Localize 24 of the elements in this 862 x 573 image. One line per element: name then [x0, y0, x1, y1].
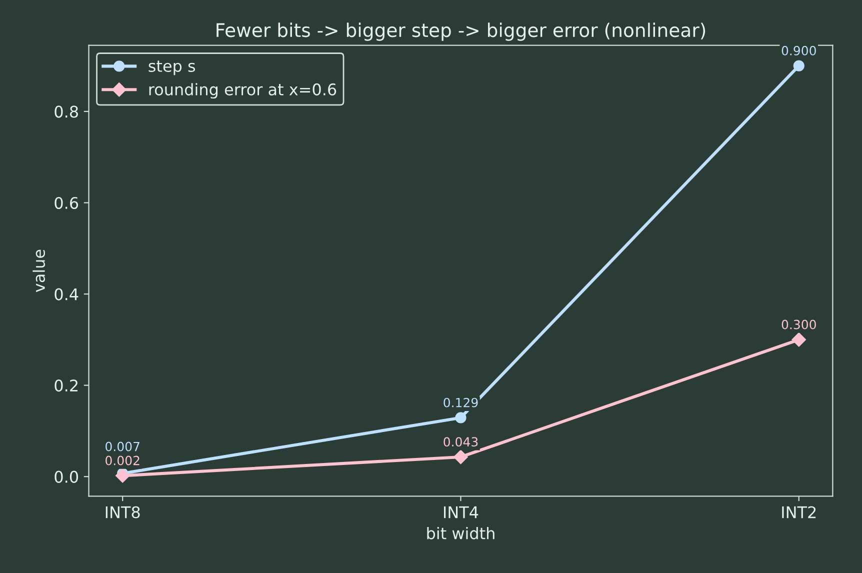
point: [116, 468, 130, 483]
chart-title: Fewer bits -> bigger step -> bigger error (nonlinear): [216, 22, 706, 41]
point: [792, 332, 806, 347]
data-label: 0.300: [782, 320, 816, 330]
x-axis-title: bit width: [427, 526, 494, 540]
y-tick-label: 0.4: [54, 288, 78, 300]
legend-label: rounding error at x=0.6: [149, 83, 336, 99]
x-tick-label: INT2: [782, 506, 816, 518]
y-tick-label: 0.8: [54, 106, 78, 118]
point: [454, 450, 468, 464]
y-tick-label: 0.0: [54, 470, 78, 483]
data-label: 0.129: [444, 398, 478, 408]
data-label: 0.002: [106, 456, 140, 466]
y-tick-label: 0.6: [54, 196, 78, 210]
legend-label: step s: [148, 60, 196, 76]
y-tick-label: 0.2: [54, 380, 78, 392]
y-axis-title: value: [32, 250, 46, 292]
point: [793, 60, 804, 72]
point: [455, 412, 466, 424]
x-tick-label: INT4: [444, 506, 478, 518]
data-label: 0.900: [782, 46, 816, 56]
x-tick-label: INT8: [106, 506, 140, 518]
data-label: 0.007: [106, 442, 140, 452]
data-label: 0.043: [444, 437, 478, 447]
